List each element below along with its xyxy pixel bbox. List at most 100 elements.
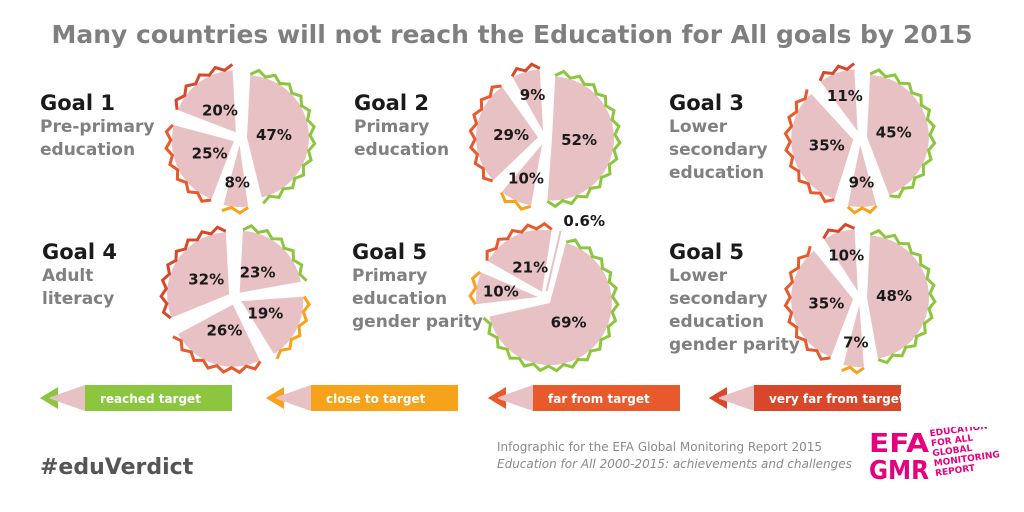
pie-1-rim-very-far (510, 62, 541, 78)
pie-3-slice-close (241, 296, 304, 354)
legend-0-wood (48, 385, 85, 411)
pie-goal-1: 47% 8% 25% 20% (164, 63, 317, 215)
pie-0-rim-far (164, 123, 212, 203)
pie-4-rim-far (485, 221, 553, 261)
pie-5-rim-far (783, 245, 831, 361)
pie-0-rim-close (221, 205, 249, 215)
pie-4-slice-very-far (545, 230, 562, 292)
legend-3-body (754, 385, 901, 411)
credit-line-1: Infographic for the EFA Global Monitorin… (497, 440, 823, 454)
pie-0-slice-reached (246, 75, 309, 198)
pie-2-slice-very-far (820, 69, 858, 132)
goal-2-subtitle: Primary education (354, 117, 450, 160)
pie-0-label-close: 8% (224, 174, 249, 192)
pie-5-rim-very-far (822, 222, 856, 240)
pie-1-label-far: 29% (493, 126, 529, 144)
pie-2-label-reached: 45% (876, 124, 912, 142)
pie-1-slice-reached (547, 76, 614, 201)
goal-2-title: Goal 2 (354, 91, 429, 115)
pie-2-label-very-far: 11% (827, 87, 863, 105)
pie-goal-5-lower-secondary: 48% 7% 35% 10% (783, 222, 937, 375)
legend-3-label: very far from target (769, 392, 904, 406)
legend-very-far: very far from target (709, 385, 904, 411)
pie-5-slice-far (791, 250, 854, 357)
legend-2-body (533, 385, 680, 411)
pie-3-label-very-far: 32% (188, 271, 224, 289)
goal-5a-title: Goal 5 (352, 240, 427, 264)
pie-1-rim-close (499, 191, 532, 211)
legend-far: far from target (488, 385, 680, 411)
pie-0-slice-very-far (178, 70, 236, 133)
pie-0-label-far: 25% (192, 144, 228, 162)
pie-3-slice-very-far (167, 232, 230, 318)
legend-3-wood (717, 385, 754, 411)
pie-0-rim-very-far (174, 63, 234, 110)
goal-3-subtitle: Lower secondary education (669, 117, 768, 183)
pie-3-rim-far (172, 335, 262, 375)
pie-5-slice-reached (866, 235, 929, 359)
pie-5-slice-close (843, 304, 864, 367)
pie-5-label-very-far: 10% (828, 247, 864, 265)
pie-4-label-close: 10% (483, 282, 519, 300)
pie-0-slice-close (223, 144, 248, 207)
pie-1-slice-close (502, 144, 543, 206)
legend-2-point (488, 392, 498, 404)
pie-4-label-far: 21% (512, 258, 548, 276)
goal-5b-subtitle: Lower secondary education gender parity (669, 266, 800, 355)
logo-letters-bottom: GMR (869, 456, 929, 483)
goal-5b-title: Goal 5 (669, 240, 744, 264)
goal-3-title: Goal 3 (669, 91, 744, 115)
pie-3-label-reached: 23% (240, 263, 276, 281)
legend-0-label: reached target (100, 392, 201, 406)
legend-reached: reached target (40, 385, 232, 411)
pie-2-rim-very-far (818, 62, 856, 82)
pie-3-slice-far (178, 304, 260, 367)
logo-letters-top: EFA (869, 429, 929, 459)
pie-2-slice-close (847, 144, 877, 207)
pie-1-rim-reached (546, 69, 622, 209)
hashtag: #eduVerdict (40, 455, 194, 480)
pie-2-label-far: 35% (809, 136, 845, 154)
pie-1-slice-far (476, 86, 539, 181)
legend-3-point (709, 392, 719, 404)
pie-goal-3: 45% 9% 35% 11% (783, 62, 937, 215)
pie-goal-2: 52% 10% 29% 9% (468, 62, 622, 211)
pie-1-slice-very-far (512, 69, 544, 132)
pie-4-rim-reached (482, 238, 620, 373)
pie-1-label-very-far: 9% (520, 86, 545, 104)
legend-1-point (266, 392, 276, 404)
legend-1-label: close to target (326, 392, 426, 406)
pie-0-label-very-far: 20% (202, 101, 238, 119)
pie-5-rim-reached (869, 228, 937, 365)
pie-3-rim-close (275, 295, 312, 360)
legend-2-wood (496, 385, 533, 411)
pie-0-label-reached: 47% (256, 126, 292, 144)
goal-4-subtitle: Adult literacy (42, 266, 115, 309)
pie-5-label-reached: 48% (876, 287, 912, 305)
pie-goal-5-primary: 69% 10% 21% 0.6% (468, 212, 620, 373)
pie-3-label-far: 26% (207, 321, 243, 339)
goal-1-subtitle: Pre-primary education (40, 117, 155, 160)
pie-2-slice-far (791, 93, 854, 199)
pie-goal-4: 23% 19%26% 32% (159, 223, 312, 375)
pie-3-label-close: 19% (247, 304, 283, 322)
legend-2-label: far from target (548, 392, 650, 406)
pie-4-label-very-far: 0.6% (563, 212, 605, 230)
pie-2-rim-reached (869, 68, 937, 199)
pie-5-label-far: 35% (808, 294, 844, 312)
pie-2-rim-far (783, 89, 835, 204)
pie-2-rim-close (846, 204, 878, 215)
pie-1-label-reached: 52% (561, 131, 597, 149)
pie-4-rim-close (468, 270, 482, 306)
pie-5-rim-close (841, 365, 865, 375)
pie-5-slice-very-far (824, 229, 858, 292)
goal-4-title: Goal 4 (42, 240, 117, 264)
pie-5-label-close: 7% (843, 333, 868, 351)
goal-5a-subtitle: Primary education gender parity (352, 266, 483, 332)
page-title: Many countries will not reach the Educat… (51, 20, 973, 49)
legend-0-body (85, 385, 232, 411)
pie-3-rim-very-far (159, 225, 227, 320)
pie-1-rim-far (468, 84, 502, 183)
legend-1-wood (274, 385, 311, 411)
